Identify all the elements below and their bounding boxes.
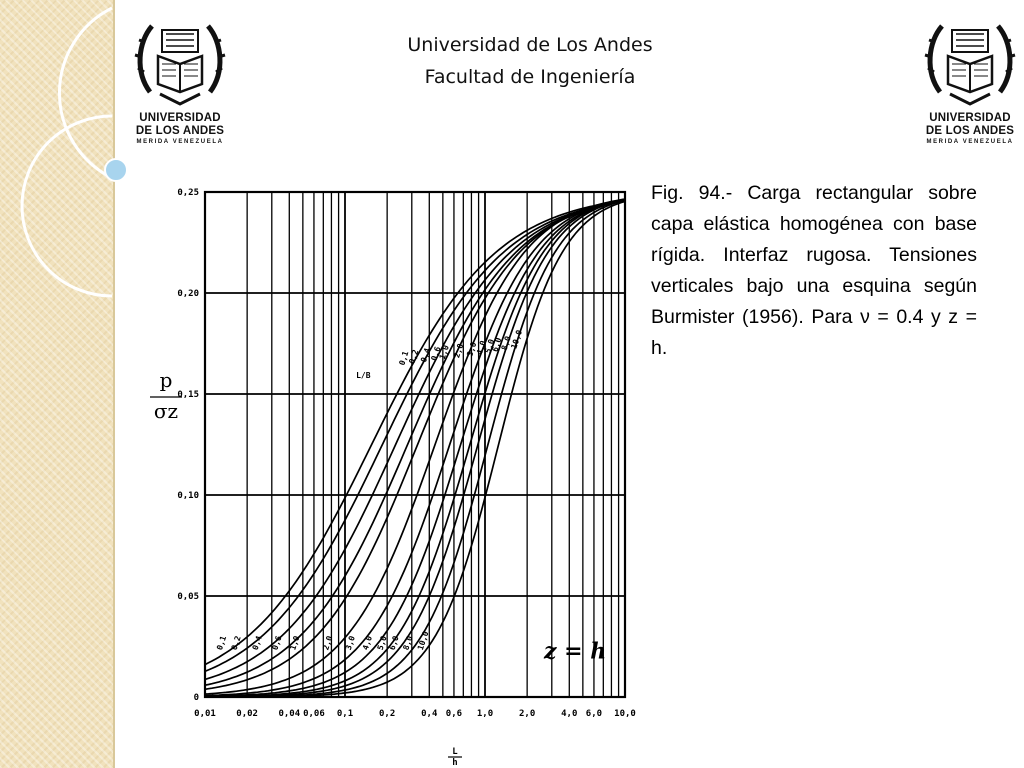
y-tick-label: 0,25 xyxy=(177,188,199,198)
series-label: 5,0 xyxy=(376,635,389,652)
series-label: 0,6 xyxy=(429,345,442,362)
university-seal-icon xyxy=(134,24,226,106)
x-tick-label: 0,2 xyxy=(379,709,395,719)
x-tick-label: 1,0 xyxy=(477,709,493,719)
series-label: 8,0 xyxy=(402,635,415,652)
series-label: 0,2 xyxy=(230,635,243,652)
left-decorative-band xyxy=(0,0,113,768)
x-tick-label: 0,4 xyxy=(421,709,438,719)
x-tick-label: 10,0 xyxy=(614,709,636,719)
series-label: 2,0 xyxy=(452,342,465,359)
x-tick-label: 0,1 xyxy=(337,709,353,719)
series-label: 0,1 xyxy=(215,635,228,652)
series-label: 3,0 xyxy=(465,341,478,358)
x-tick-label: 6,0 xyxy=(586,709,602,719)
y-tick-label: 0,20 xyxy=(177,289,199,299)
series-label: 8,0 xyxy=(500,335,513,352)
series-line xyxy=(204,200,626,673)
series-line xyxy=(204,198,626,698)
decorative-rings xyxy=(20,6,128,298)
series-label: 3,0 xyxy=(344,635,357,652)
plot-frame xyxy=(203,190,627,699)
stress-chart: 0,01 0,02 0,04 0,06 0,1 0,2 0,4 0,6 1,0 2,0 4,0 6,0… xyxy=(150,188,636,765)
annotation-lb: L/B xyxy=(356,371,371,380)
series-label: 5,0 xyxy=(483,338,496,355)
chart-curves xyxy=(204,198,626,698)
series-line xyxy=(204,200,626,687)
logo-text-line2: DE LOS ANDES xyxy=(925,125,1015,137)
chart-grid xyxy=(203,190,627,699)
figure-caption: Fig. 94.- Carga rectangular sobre capa e… xyxy=(651,182,977,359)
header-university: Universidad de Los Andes xyxy=(407,34,653,56)
decorative-ring-inner xyxy=(20,114,113,298)
series-label: 1,0 xyxy=(438,344,451,361)
logo-text-line1: UNIVERSIDAD xyxy=(929,112,1011,124)
series-label: 6,0 xyxy=(388,635,401,652)
series-label: 6,0 xyxy=(490,336,503,353)
chart-curve-labels: 0,10,10,20,20,40,40,60,61,01,02,02,03,03… xyxy=(215,329,606,665)
x-tick-label: 0,04 xyxy=(278,709,300,719)
series-label: 0,1 xyxy=(397,350,410,367)
x-axis-label-top: L xyxy=(452,747,458,757)
series-label: 1,0 xyxy=(288,635,301,652)
annotation-z-equals-h: z = h xyxy=(543,639,606,665)
band-edge-line xyxy=(113,0,115,768)
series-label: 4,0 xyxy=(361,635,374,652)
x-tick-label: 4,0 xyxy=(561,709,577,719)
x-tick-label: 0,6 xyxy=(446,709,462,719)
x-tick-label: 2,0 xyxy=(519,709,535,719)
series-line xyxy=(205,199,626,698)
university-logo-right: UNIVERSIDAD DE LOS ANDES MERIDA VENEZUEL… xyxy=(920,12,1020,152)
series-line xyxy=(205,200,626,698)
logo-text-line3: MERIDA VENEZUELA xyxy=(136,139,224,145)
decorative-ring-outer xyxy=(57,6,113,180)
series-line xyxy=(205,198,626,698)
x-tick-label: 0,02 xyxy=(236,709,258,719)
decorative-dot xyxy=(104,158,128,182)
logo-text-line2: DE LOS ANDES xyxy=(135,125,225,137)
logo-text-line3: MERIDA VENEZUELA xyxy=(926,139,1014,145)
series-line xyxy=(204,199,626,666)
series-label: 2,0 xyxy=(321,635,334,652)
x-tick-label: 0,01 xyxy=(194,709,216,719)
y-tick-label: 0,10 xyxy=(177,491,199,501)
y-axis-label-p: p xyxy=(160,368,173,392)
logo-text-line1: UNIVERSIDAD xyxy=(139,112,221,124)
series-line xyxy=(204,198,626,695)
y-tick-label: 0 xyxy=(194,693,199,703)
series-label: 4,0 xyxy=(475,339,488,356)
y-tick-label: 0,15 xyxy=(177,390,199,400)
x-axis-label-bottom: h xyxy=(452,758,457,765)
series-label: 0,4 xyxy=(251,635,264,652)
university-logo-left: UNIVERSIDAD DE LOS ANDES MERIDA VENEZUEL… xyxy=(130,12,230,152)
series-line xyxy=(205,198,626,698)
y-axis-label: σz p xyxy=(150,368,182,423)
series-label: 0,4 xyxy=(419,347,432,364)
header-faculty: Facultad de Ingeniería xyxy=(424,66,636,88)
series-label: 0,2 xyxy=(407,348,420,365)
series-line xyxy=(204,200,626,681)
chart-ticks: 0,01 0,02 0,04 0,06 0,1 0,2 0,4 0,6 1,0 2,0 4,0 6,0… xyxy=(177,188,636,765)
series-line xyxy=(204,198,626,697)
university-seal-icon xyxy=(924,24,1016,106)
y-axis-label-text: σz xyxy=(154,399,178,423)
series-label: 0,6 xyxy=(271,635,284,652)
x-tick-label: 0,06 xyxy=(303,709,325,719)
y-tick-label: 0,05 xyxy=(177,592,199,602)
